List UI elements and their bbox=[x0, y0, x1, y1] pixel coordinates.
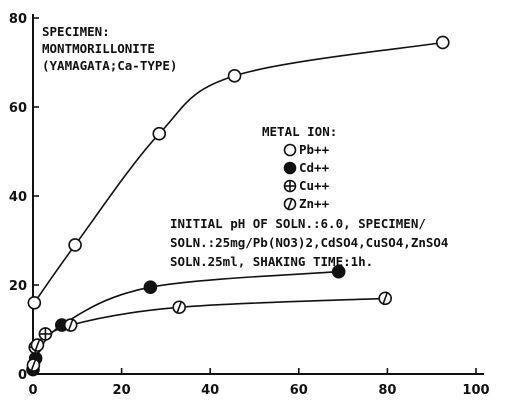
legend-items: Pb++ Cd++ Cu++ Zn++ bbox=[283, 142, 330, 211]
point-zn-2 bbox=[63, 318, 78, 332]
point-zn-0 bbox=[26, 358, 41, 372]
data-points bbox=[26, 35, 450, 377]
point-pb-1-shape bbox=[68, 238, 82, 252]
condition-line-2: SOLN.:25mg/Pb(NO3)2,CdSO4,CuSO4,ZnSO4 bbox=[170, 235, 448, 250]
legend-label-pb: Pb++ bbox=[299, 142, 330, 157]
condition-annotation: INITIAL pH OF SOLN.:6.0, SPECIMEN/ SOLN.… bbox=[170, 216, 448, 269]
y-tick-label-20: 20 bbox=[9, 279, 27, 294]
x-tick-label-40: 40 bbox=[201, 383, 219, 398]
point-zn-0-slash bbox=[30, 359, 37, 372]
point-zn-4 bbox=[378, 291, 392, 306]
point-pb-4-shape bbox=[435, 35, 450, 50]
condition-line-3: SOLN.25ml, SHAKING TIME:1h. bbox=[170, 254, 373, 269]
point-pb-1 bbox=[68, 238, 82, 252]
y-tick-label-40: 40 bbox=[9, 190, 27, 205]
point-cd-3 bbox=[143, 280, 158, 295]
x-tick-label-100: 100 bbox=[462, 383, 489, 398]
point-pb-4 bbox=[435, 35, 450, 50]
x-tick-label-80: 80 bbox=[378, 383, 396, 398]
point-zn-2-slash bbox=[67, 319, 74, 332]
legend-marker-cd bbox=[283, 161, 297, 175]
legend-title: METAL ION: bbox=[262, 124, 337, 139]
legend-label-cu: Cu++ bbox=[299, 178, 330, 193]
legend-marker-zn-slash bbox=[287, 198, 293, 210]
point-cd-4 bbox=[331, 264, 346, 279]
point-cd-3-shape bbox=[143, 280, 158, 295]
point-cu-1 bbox=[38, 327, 53, 341]
fitted-curves bbox=[31, 41, 443, 370]
x-tick-label-60: 60 bbox=[290, 383, 308, 398]
point-pb-2-shape bbox=[152, 126, 167, 141]
specimen-annotation: SPECIMEN: MONTMORILLONITE (YAMAGATA;Ca-T… bbox=[42, 24, 177, 73]
legend: METAL ION: Pb++ Cd++ Cu++ Zn++ bbox=[262, 124, 337, 211]
y-tick-label-0: 0 bbox=[18, 368, 27, 383]
point-pb-2 bbox=[152, 126, 167, 141]
legend-marker-pb bbox=[283, 143, 297, 157]
axes: 0 20 40 60 80 100 0 20 40 60 80 bbox=[9, 12, 490, 398]
point-zn-3 bbox=[172, 300, 186, 315]
point-pb-3 bbox=[227, 69, 242, 83]
specimen-line-3: (YAMAGATA;Ca-TYPE) bbox=[42, 58, 177, 73]
specimen-line-1: SPECIMEN: bbox=[42, 24, 110, 39]
curve-pb bbox=[33, 41, 443, 304]
point-cd-4-shape bbox=[331, 264, 346, 279]
curve-zn bbox=[32, 297, 386, 366]
point-pb-0 bbox=[27, 295, 42, 310]
legend-label-cd: Cd++ bbox=[299, 160, 330, 175]
point-pb-3-shape bbox=[227, 69, 242, 83]
legend-label-zn: Zn++ bbox=[299, 196, 330, 211]
point-zn-1-slash bbox=[34, 339, 41, 352]
point-zn-4-slash bbox=[382, 292, 389, 305]
legend-marker-cd-shape bbox=[283, 161, 297, 175]
legend-marker-zn bbox=[283, 197, 297, 211]
curve-cd bbox=[31, 270, 339, 370]
point-pb-0-shape bbox=[27, 295, 42, 310]
x-tick-label-20: 20 bbox=[113, 383, 131, 398]
y-tick-label-80: 80 bbox=[9, 12, 27, 27]
condition-line-1: INITIAL pH OF SOLN.:6.0, SPECIMEN/ bbox=[170, 216, 426, 231]
legend-marker-pb-shape bbox=[283, 143, 297, 157]
x-tick-label-0: 0 bbox=[28, 383, 37, 398]
point-zn-1 bbox=[30, 338, 45, 352]
point-zn-3-slash bbox=[176, 301, 183, 314]
specimen-line-2: MONTMORILLONITE bbox=[42, 41, 155, 56]
y-tick-label-60: 60 bbox=[9, 101, 27, 116]
legend-marker-cu bbox=[283, 179, 297, 193]
